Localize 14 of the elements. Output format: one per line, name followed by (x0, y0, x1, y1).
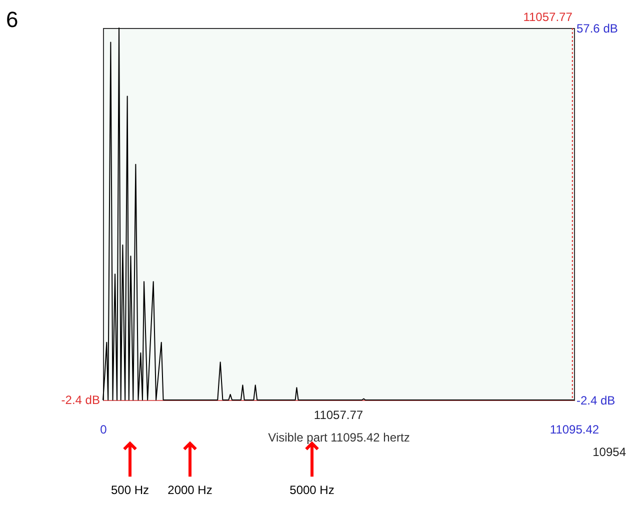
text: 5000 Hz (290, 483, 334, 497)
x-tick-label: 0 (100, 422, 108, 436)
text: 2000 Hz (168, 483, 212, 497)
y2-tick-label: 57.6 dB (576, 22, 618, 36)
x-tick-label: 11095.42 (550, 422, 600, 436)
x-axis-title: Visible part 11095.42 hertz (268, 430, 410, 444)
text: -2.4 dB (61, 393, 100, 407)
text: 500 Hz (110, 483, 150, 497)
text: 11057.77 (314, 408, 364, 422)
line-series (102, 28, 574, 400)
ref-line-label: 11057.77 (523, 10, 573, 24)
text: 10954 (592, 445, 626, 459)
chart-title: 6 (6, 7, 18, 32)
y2-tick-label: -2.4 dB (576, 394, 616, 408)
